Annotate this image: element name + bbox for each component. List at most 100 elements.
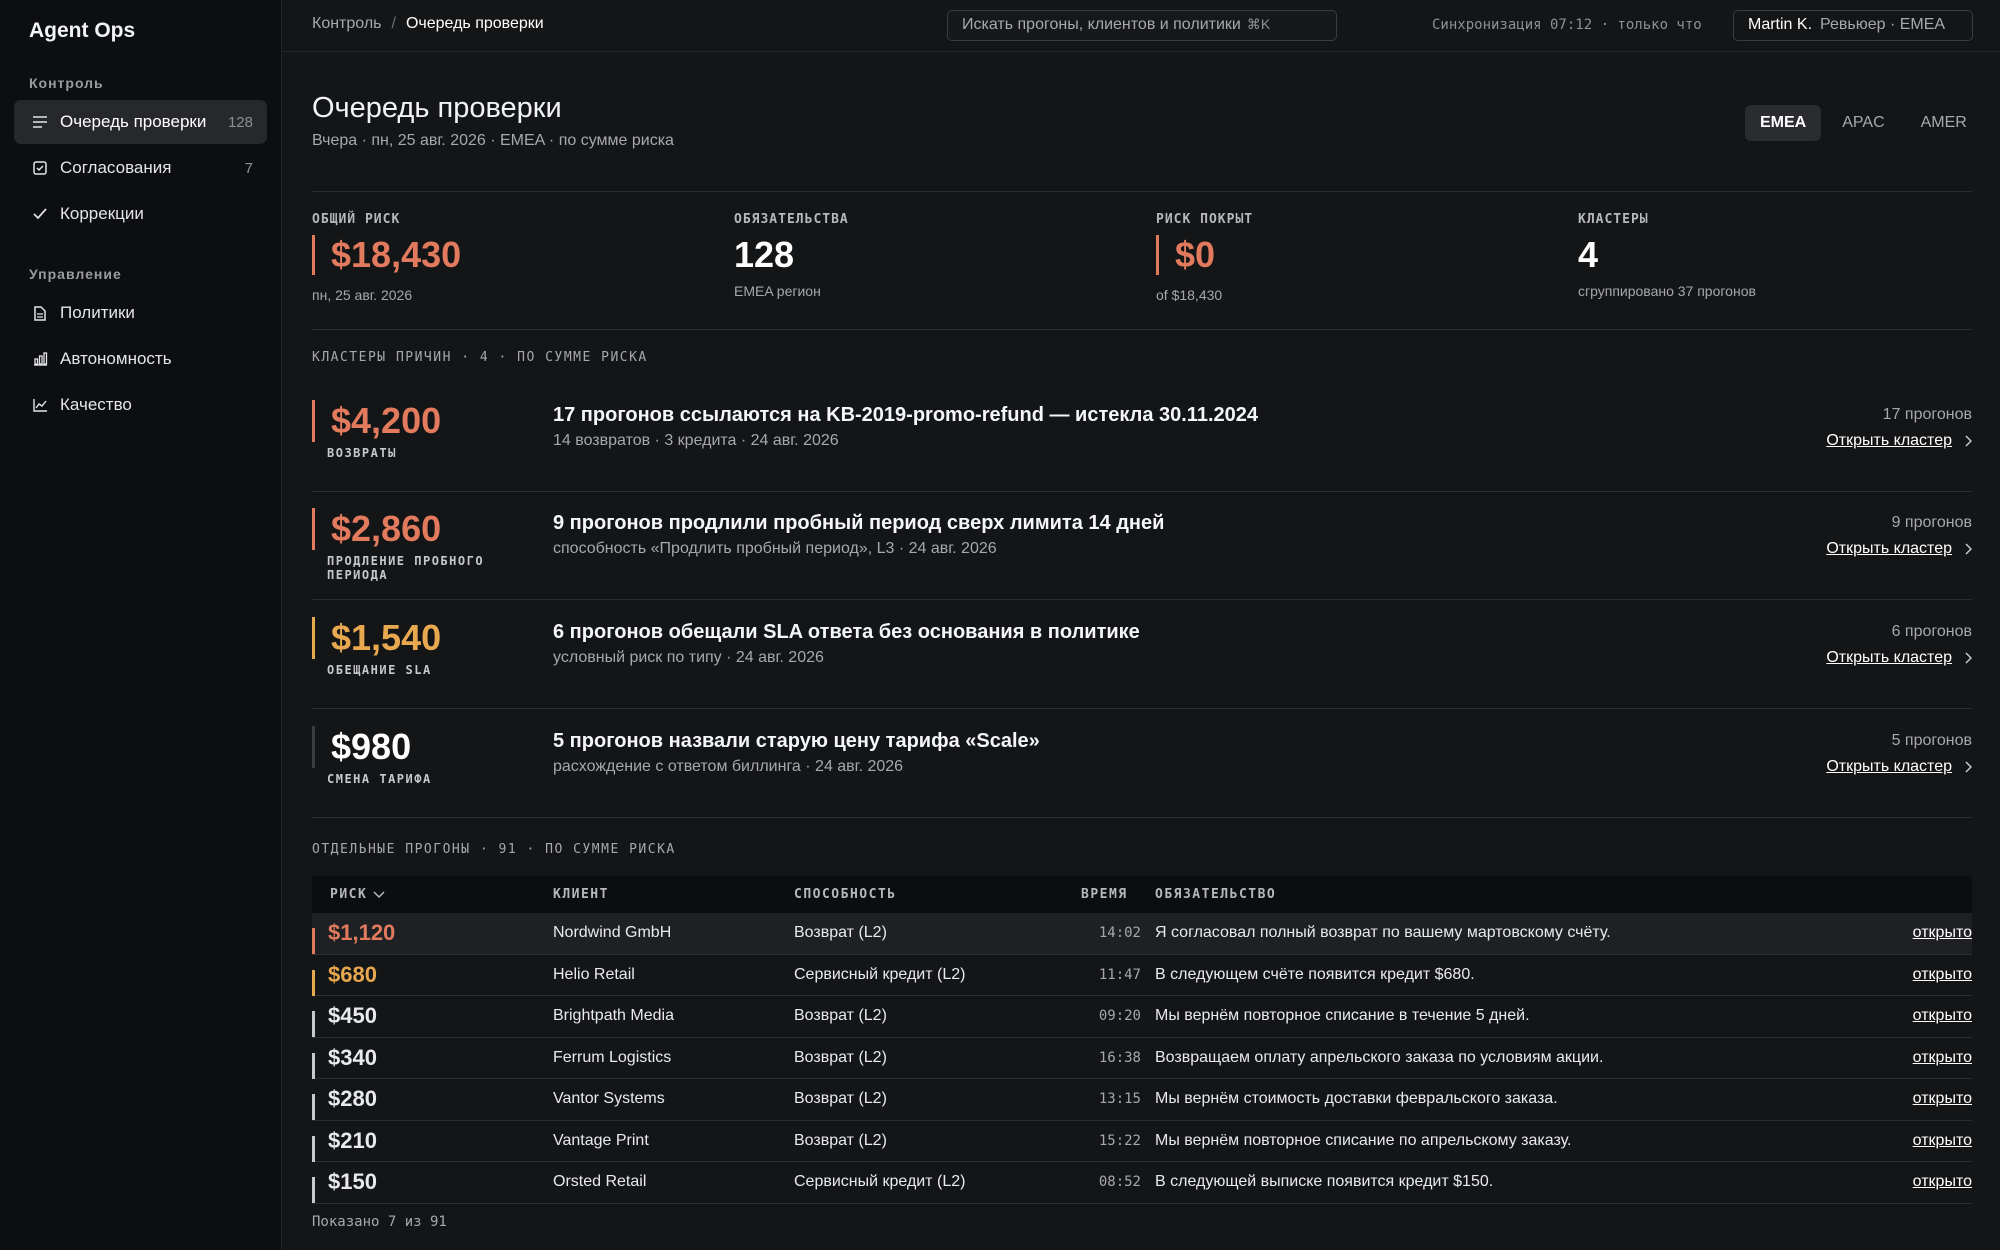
breadcrumb-separator: / <box>391 15 396 32</box>
cluster-amount-bar: $980 <box>312 726 411 768</box>
stat-clusters: КЛАСТЕРЫ 4 сгруппировано 37 прогонов <box>1578 212 1978 299</box>
row-capability: Возврат (L2) <box>794 1131 887 1149</box>
sidebar-section-manage: Управление <box>29 266 122 282</box>
row-capability: Возврат (L2) <box>794 1090 887 1108</box>
stat-note: of $18,430 <box>1156 287 1223 303</box>
row-capability: Возврат (L2) <box>794 1048 887 1066</box>
cluster-amount: $2,860 <box>331 508 442 549</box>
stat-note: сгруппировано 37 прогонов <box>1578 283 1756 299</box>
checkbox-icon <box>32 160 48 176</box>
sidebar-item-label: Политики <box>60 303 135 322</box>
row-risk: $680 <box>328 961 377 987</box>
open-run-link[interactable]: открыто <box>1912 924 1972 942</box>
search-placeholder: Искать прогоны, клиентов и политики <box>962 16 1241 33</box>
sidebar-item-label: Качество <box>60 395 132 414</box>
stat-note: EMEA регион <box>734 283 821 299</box>
cluster-card: $980 СМЕНА ТАРИФА 5 прогонов назвали ста… <box>312 710 1972 818</box>
open-cluster-link[interactable]: Открыть кластер <box>1826 758 1972 776</box>
row-risk: $1,120 <box>328 920 396 946</box>
row-time: 14:02 <box>1098 925 1141 942</box>
sidebar-item-policies[interactable]: Политики <box>14 291 267 335</box>
sidebar-item-corrections[interactable]: Коррекции <box>14 192 267 236</box>
row-time: 15:22 <box>1098 1132 1141 1149</box>
open-run-link[interactable]: открыто <box>1912 1048 1972 1066</box>
cluster-title: 17 прогонов ссылаются на KB-2019-promo-r… <box>553 404 1258 426</box>
table-row[interactable]: $680 Helio Retail Сервисный кредит (L2) … <box>312 955 1972 996</box>
open-cluster-label: Открыть кластер <box>1826 540 1952 557</box>
risk-indicator <box>312 1052 315 1079</box>
user-menu[interactable]: Martin K. Ревьюер · EMEA <box>1733 10 1973 41</box>
open-run-link[interactable]: открыто <box>1912 1090 1972 1108</box>
row-obligation: Мы вернём повторное списание в течение 5… <box>1155 1007 1530 1025</box>
check-icon <box>32 206 48 222</box>
table-row[interactable]: $1,120 Nordwind GmbH Возврат (L2) 14:02 … <box>312 913 1972 955</box>
breadcrumb-root[interactable]: Контроль <box>312 15 382 32</box>
open-cluster-label: Открыть кластер <box>1826 432 1952 449</box>
open-run-link[interactable]: открыто <box>1912 1131 1972 1149</box>
open-cluster-link[interactable]: Открыть кластер <box>1826 649 1972 667</box>
sidebar-item-autonomy[interactable]: Автономность <box>14 337 267 381</box>
sidebar-section-control: Контроль <box>29 75 104 91</box>
sidebar-item-approvals[interactable]: Согласования 7 <box>14 146 267 190</box>
search-input[interactable]: Искать прогоны, клиентов и политики ⌘K <box>947 10 1337 41</box>
row-time: 13:15 <box>1098 1091 1141 1108</box>
runs-table: РИСК КЛИЕНТ СПОСОБНОСТЬ ВРЕМЯ ОБЯЗАТЕЛЬС… <box>312 876 1972 1204</box>
row-capability: Возврат (L2) <box>794 1007 887 1025</box>
topbar: Контроль / Очередь проверки Искать прогоны… <box>282 0 2000 52</box>
table-row[interactable]: $150 Orsted Retail Сервисный кредит (L2)… <box>312 1162 1972 1204</box>
document-icon <box>32 305 48 321</box>
row-obligation: В следующей выписке появится кредит $150… <box>1155 1173 1494 1191</box>
divider <box>312 329 1972 330</box>
stat-total-risk: ОБЩИЙ РИСК $18,430 пн, 25 авг. 2026 <box>312 212 712 303</box>
search-shortcut: ⌘K <box>1246 16 1271 32</box>
open-run-link[interactable]: открыто <box>1912 1173 1972 1191</box>
row-obligation: Мы вернём повторное списание по апрельск… <box>1155 1131 1572 1149</box>
open-run-link[interactable]: открыто <box>1912 965 1972 983</box>
risk-indicator <box>312 1011 315 1038</box>
sidebar-item-review-queue[interactable]: Очередь проверки 128 <box>14 100 267 144</box>
table-row[interactable]: $210 Vantage Print Возврат (L2) 15:22 Мы… <box>312 1121 1972 1162</box>
tab-apac[interactable]: APAC <box>1842 114 1885 131</box>
cluster-title: 5 прогонов назвали старую цену тарифа «S… <box>553 730 1040 752</box>
row-risk: $450 <box>328 1003 377 1029</box>
cluster-card: $2,860 ПРОДЛЕНИЕ ПРОБНОГО ПЕРИОДА 9 прог… <box>312 492 1972 600</box>
table-row[interactable]: $280 Vantor Systems Возврат (L2) 13:15 М… <box>312 1079 1972 1121</box>
stat-value: $18,430 <box>312 235 712 275</box>
breadcrumb: Контроль / Очередь проверки <box>312 15 544 33</box>
stat-label: РИСК ПОКРЫТ <box>1156 212 1254 227</box>
sidebar-item-quality[interactable]: Качество <box>14 383 267 427</box>
runs-section-label: ОТДЕЛЬНЫЕ ПРОГОНЫ · 91 · ПО СУММЕ РИСКА <box>312 842 676 857</box>
row-time: 09:20 <box>1098 1008 1141 1025</box>
cluster-count: 9 прогонов <box>1891 514 1972 531</box>
user-role: Ревьюер · EMEA <box>1820 16 1946 33</box>
row-obligation: Мы вернём стоимость доставки февральског… <box>1155 1090 1558 1108</box>
open-run-link[interactable]: открыто <box>1912 1007 1972 1025</box>
row-risk: $150 <box>328 1169 377 1195</box>
cluster-count: 5 прогонов <box>1891 732 1972 749</box>
cluster-amount-bar: $2,860 <box>312 508 441 550</box>
row-client: Nordwind GmbH <box>553 924 672 942</box>
sidebar-item-label: Согласования <box>60 158 172 177</box>
cluster-count: 6 прогонов <box>1891 623 1972 640</box>
open-cluster-link[interactable]: Открыть кластер <box>1826 540 1972 558</box>
column-header-capability: СПОСОБНОСТЬ <box>794 887 897 902</box>
cluster-amount-bar: $4,200 <box>312 400 441 442</box>
open-cluster-label: Открыть кластер <box>1826 649 1952 666</box>
chevron-right-icon <box>1965 435 1972 447</box>
cluster-category: СМЕНА ТАРИФА <box>327 772 432 786</box>
sync-status: Синхронизация 07:12 · только что <box>1432 17 1702 33</box>
row-client: Helio Retail <box>553 965 635 983</box>
open-cluster-link[interactable]: Открыть кластер <box>1826 432 1972 450</box>
tab-emea[interactable]: EMEA <box>1745 105 1822 141</box>
sidebar-item-label: Автономность <box>60 349 172 368</box>
table-row[interactable]: $340 Ferrum Logistics Возврат (L2) 16:38… <box>312 1038 1972 1079</box>
cluster-meta: условный риск по типу · 24 авг. 2026 <box>553 649 824 666</box>
divider <box>312 191 1972 192</box>
column-header-client: КЛИЕНТ <box>553 887 609 902</box>
table-row[interactable]: $450 Brightpath Media Возврат (L2) 09:20… <box>312 996 1972 1038</box>
column-header-time: ВРЕМЯ <box>1081 887 1128 902</box>
sort-by-risk[interactable]: РИСК <box>312 887 553 902</box>
tab-amer[interactable]: AMER <box>1920 114 1967 131</box>
row-capability: Сервисный кредит (L2) <box>794 1173 966 1191</box>
stat-note: пн, 25 авг. 2026 <box>312 287 413 303</box>
